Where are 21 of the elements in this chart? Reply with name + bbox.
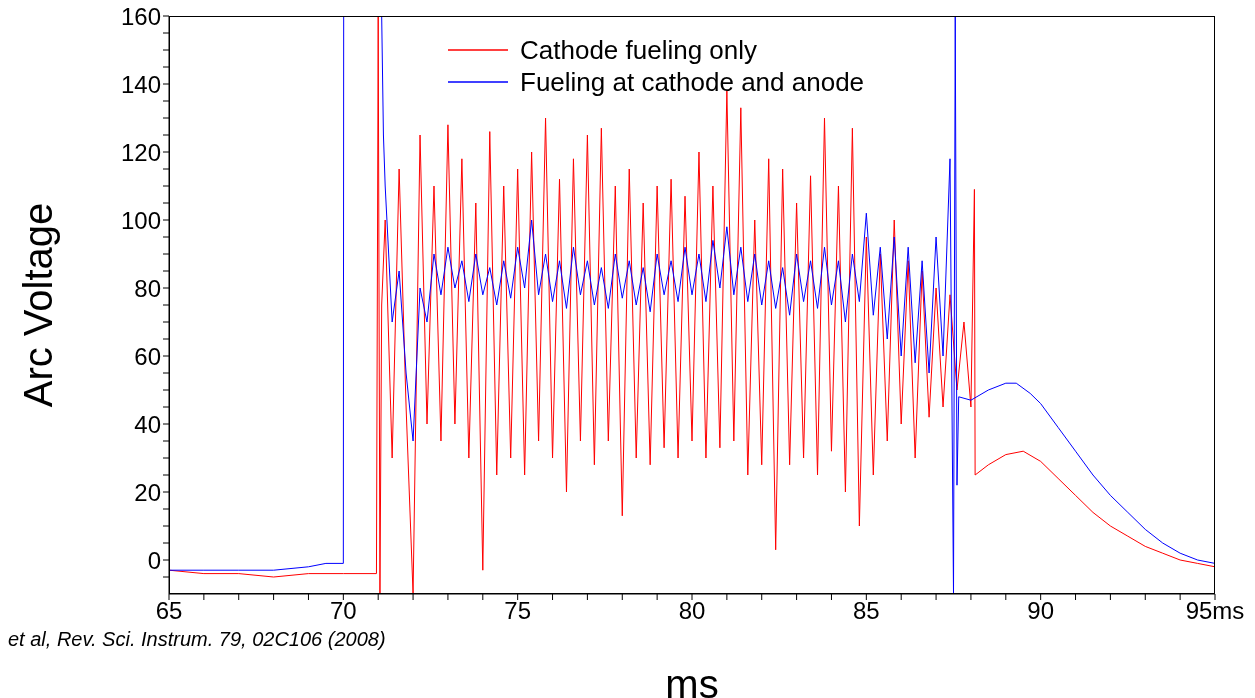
y-tick-label: 20 xyxy=(134,478,161,506)
y-tick-label: 60 xyxy=(134,342,161,370)
x-tick-label: 90 xyxy=(1027,597,1055,625)
y-tick-label: 40 xyxy=(134,410,161,438)
x-tick-label: 85 xyxy=(852,597,880,625)
x-tick-label: 70 xyxy=(329,597,357,625)
y-tick-label: 120 xyxy=(120,138,161,166)
text: et al, Rev. Sci. Instrum. 79, 02C106 (2008) xyxy=(8,628,386,651)
legend-label: Cathode fueling only xyxy=(520,34,758,66)
x-tick-label: 75 xyxy=(504,597,532,625)
x-tick-label: 95ms xyxy=(1185,597,1245,625)
y-tick-label: 0 xyxy=(147,546,161,574)
y-tick-label: 140 xyxy=(120,70,161,98)
y-tick-label: 160 xyxy=(120,2,161,30)
x-axis-title: ms xyxy=(665,662,719,698)
x-tick-label: 80 xyxy=(678,597,706,625)
x-tick-label: 65 xyxy=(155,597,183,625)
y-tick-label: 100 xyxy=(120,206,161,234)
y-tick-label: 80 xyxy=(134,274,161,302)
legend-label: Fueling at cathode and anode xyxy=(520,66,865,98)
y-axis-title: Arc Voltage xyxy=(16,202,61,408)
